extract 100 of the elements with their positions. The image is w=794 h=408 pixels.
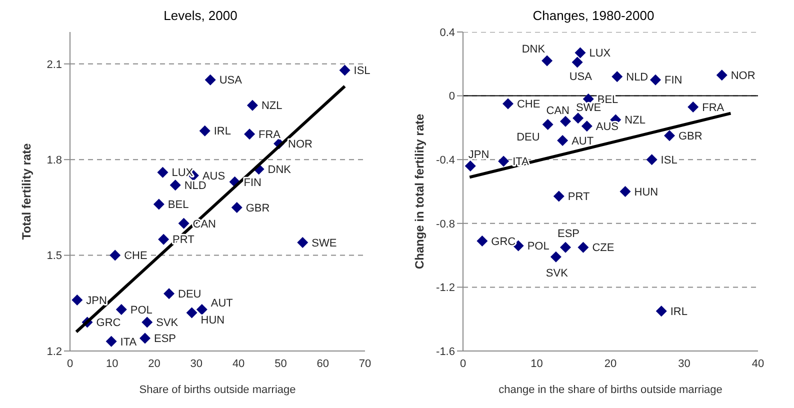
annotation: SVK bbox=[156, 317, 179, 330]
y-tick-label: 0.4 bbox=[440, 26, 455, 39]
point bbox=[246, 100, 258, 111]
point bbox=[656, 306, 667, 317]
annotation: AUS bbox=[202, 170, 226, 182]
point bbox=[339, 64, 350, 76]
annotation: SWE bbox=[312, 237, 337, 250]
x-tick-label: 20 bbox=[148, 358, 160, 370]
point bbox=[664, 130, 675, 142]
annotation: JPN bbox=[86, 294, 107, 307]
point bbox=[650, 74, 661, 86]
x-tick-label: 70 bbox=[358, 358, 372, 370]
point bbox=[157, 166, 168, 178]
annotation: DNK bbox=[522, 44, 546, 56]
point bbox=[106, 336, 117, 347]
y-tick-label: 2.1 bbox=[46, 58, 62, 71]
point bbox=[688, 101, 699, 112]
annotation: AUS bbox=[596, 120, 619, 133]
point bbox=[578, 242, 589, 253]
x-tick-label: 30 bbox=[678, 358, 690, 370]
point bbox=[612, 71, 623, 82]
annotation: POL bbox=[130, 304, 152, 316]
point bbox=[572, 56, 583, 68]
annotation: DEU bbox=[178, 288, 202, 300]
annotation: IRL bbox=[214, 126, 231, 138]
annotation: POL bbox=[527, 240, 550, 253]
point bbox=[550, 251, 562, 262]
annotation: HUN bbox=[200, 314, 225, 327]
point bbox=[572, 112, 584, 124]
point bbox=[110, 250, 121, 261]
annotation: NLD bbox=[626, 72, 648, 84]
annotation: FIN bbox=[244, 176, 262, 189]
x-axis-title: change in the share of births outside marriage bbox=[498, 384, 722, 396]
point bbox=[560, 242, 572, 253]
x-tick-label: 10 bbox=[530, 358, 543, 370]
annotation: SVK bbox=[546, 268, 569, 280]
point bbox=[186, 307, 198, 318]
point bbox=[297, 237, 308, 248]
annotation: CHE bbox=[124, 250, 148, 262]
y-tick-label: -1.6 bbox=[436, 346, 455, 358]
annotation: GBR bbox=[678, 130, 702, 143]
annotation: GRC bbox=[491, 236, 516, 248]
annotation: AUT bbox=[572, 135, 594, 148]
point bbox=[560, 116, 572, 127]
annotation: USA bbox=[219, 74, 243, 87]
point bbox=[244, 128, 256, 140]
y-tick-label: 0 bbox=[448, 90, 455, 103]
x-tick-label: 20 bbox=[604, 358, 617, 370]
y-tick-label: 1.2 bbox=[46, 346, 62, 358]
annotation: AUT bbox=[210, 297, 234, 310]
point bbox=[178, 218, 190, 229]
x-tick-label: 50 bbox=[274, 358, 287, 370]
x-tick-label: 0 bbox=[460, 358, 466, 370]
annotation: NOR bbox=[730, 70, 756, 82]
y-tick-label: -0.8 bbox=[436, 218, 455, 230]
point bbox=[72, 294, 83, 306]
point bbox=[553, 190, 564, 202]
annotation: IRL bbox=[670, 306, 688, 318]
point bbox=[574, 47, 586, 58]
point bbox=[498, 156, 510, 167]
point bbox=[158, 234, 170, 245]
annotation: HUN bbox=[634, 186, 658, 198]
chart-title: Levels, 2000 bbox=[162, 8, 238, 25]
annotation: USA bbox=[569, 71, 593, 84]
annotation: SWE bbox=[576, 102, 602, 114]
y-tick-label: -1.2 bbox=[436, 282, 455, 294]
x-tick-label: 0 bbox=[66, 358, 74, 370]
point bbox=[464, 160, 476, 172]
point bbox=[204, 74, 216, 86]
y-tick-label: 1.8 bbox=[46, 154, 62, 167]
x-tick-label: 40 bbox=[232, 358, 245, 370]
point bbox=[716, 70, 728, 81]
chart-title: Changes, 1980-2000 bbox=[532, 8, 656, 25]
point bbox=[231, 202, 242, 213]
x-tick-label: 40 bbox=[752, 358, 764, 370]
point bbox=[620, 186, 631, 197]
annotation: CHE bbox=[516, 98, 540, 111]
point bbox=[142, 316, 153, 328]
annotation: NLD bbox=[184, 180, 206, 192]
point bbox=[116, 304, 127, 316]
annotation: FRA bbox=[702, 102, 725, 114]
y-tick-label: 1.5 bbox=[46, 250, 62, 262]
annotation: ESP bbox=[558, 228, 580, 240]
point bbox=[476, 235, 488, 246]
x-tick-label: 60 bbox=[316, 358, 329, 370]
point bbox=[170, 180, 181, 191]
annotation: DNK bbox=[268, 164, 292, 176]
x-axis-title: Share of births outside marriage bbox=[139, 384, 296, 396]
annotation: ISL bbox=[354, 65, 370, 78]
point bbox=[153, 198, 164, 210]
annotation: ISL bbox=[660, 154, 678, 166]
point bbox=[542, 55, 553, 66]
annotation: GRC bbox=[96, 317, 121, 330]
point bbox=[557, 134, 568, 146]
point bbox=[140, 332, 151, 344]
annotation: BEL bbox=[168, 199, 189, 212]
annotation: GBR bbox=[246, 202, 270, 214]
annotation: ITA bbox=[120, 336, 138, 348]
point bbox=[164, 288, 175, 300]
annotation: CAN bbox=[546, 105, 570, 118]
